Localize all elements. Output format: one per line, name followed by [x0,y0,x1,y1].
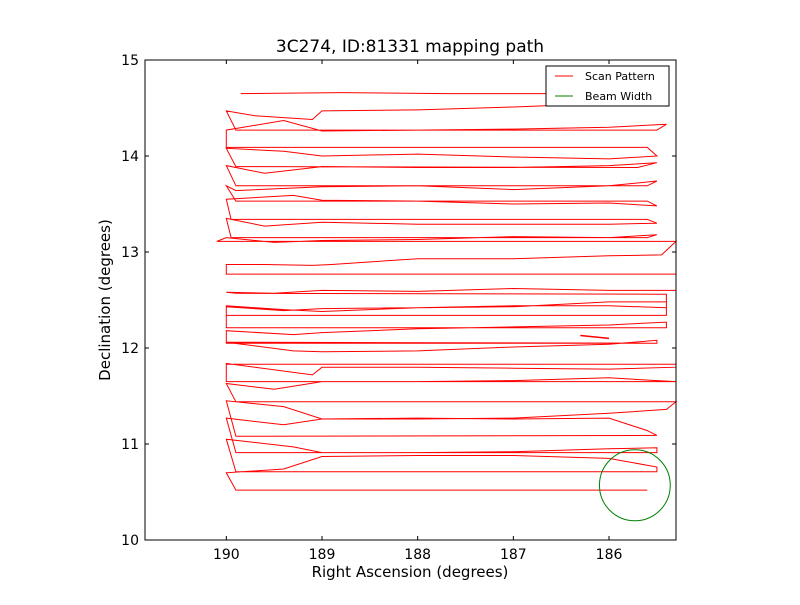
x-axis-label: Right Ascension (degrees) [312,563,509,581]
legend-box [545,65,670,107]
beam-width-circle [598,449,671,522]
y-tick-label: 13 [121,245,139,261]
legend: Scan Pattern Beam Width [545,65,670,107]
legend-label-scan-pattern: Scan Pattern [585,70,655,83]
scan-pattern-segment [580,334,610,340]
chart-title: 3C274, ID:81331 mapping path [276,37,544,57]
legend-label-beam-width: Beam Width [585,90,652,103]
scan-pattern-line [216,92,678,353]
y-tick-label: 10 [121,533,139,549]
y-tick-label: 14 [121,149,139,165]
scan-pattern-line-part-2 [225,362,678,491]
plot-layer [216,92,678,522]
x-tick-label: 187 [500,547,527,563]
x-tick-label: 190 [213,547,240,563]
y-tick-label: 15 [121,53,139,69]
x-tick-label: 188 [404,547,431,563]
x-tick-label: 186 [596,547,623,563]
x-tick-label: 189 [309,547,336,563]
ticks-layer: 190 189 188 187 186 10 11 12 13 14 15 [121,53,676,563]
axes-frame [144,59,677,541]
y-tick-label: 12 [121,341,139,357]
y-axis-label: Declination (degrees) [96,219,114,381]
y-tick-label: 11 [121,437,139,453]
